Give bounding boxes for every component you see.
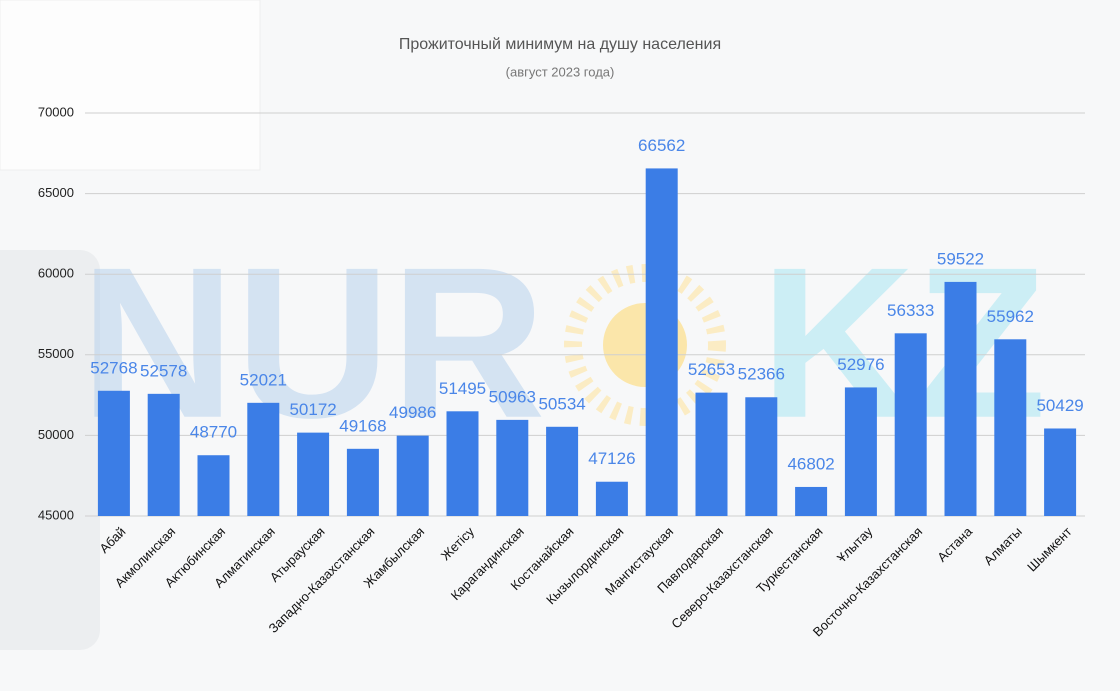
value-label: 52578	[140, 361, 187, 380]
value-label: 52976	[837, 355, 884, 374]
value-label: 52653	[688, 360, 735, 379]
y-tick-label: 55000	[38, 346, 74, 361]
bar	[297, 432, 330, 516]
y-tick-label: 60000	[38, 266, 74, 281]
value-label: 46802	[787, 454, 834, 473]
value-label: 50963	[489, 387, 536, 406]
value-label: 59522	[937, 249, 984, 268]
value-label: 50429	[1036, 396, 1083, 415]
bg-calculator	[0, 250, 100, 650]
bar	[745, 397, 778, 516]
value-label: 48770	[190, 423, 237, 442]
bar	[496, 419, 529, 516]
value-label: 49986	[389, 403, 436, 422]
bar	[1044, 428, 1077, 516]
bar	[197, 455, 230, 516]
bg-notebook	[0, 0, 261, 171]
bar	[346, 448, 379, 516]
value-label: 56333	[887, 301, 934, 320]
value-label: 51495	[439, 379, 486, 398]
value-label: 47126	[588, 449, 635, 468]
bar	[844, 387, 877, 516]
value-label: 52366	[738, 365, 785, 384]
value-label: 52768	[90, 358, 137, 377]
chart-title: Прожиточный минимум на душу населения	[399, 36, 721, 53]
bar	[546, 426, 579, 516]
bar	[396, 435, 429, 516]
value-label: 52021	[240, 370, 287, 389]
y-tick-label: 70000	[38, 104, 74, 119]
value-label: 66562	[638, 136, 685, 155]
value-label: 55962	[987, 307, 1034, 326]
y-tick-label: 50000	[38, 427, 74, 442]
bar	[247, 402, 280, 516]
bar	[147, 393, 180, 516]
value-label: 50534	[538, 394, 585, 413]
bar	[595, 481, 628, 516]
bar	[97, 390, 130, 516]
chart-subtitle: (август 2023 года)	[506, 64, 615, 79]
y-tick-label: 45000	[38, 507, 74, 522]
bar	[994, 339, 1027, 516]
bar	[446, 411, 479, 516]
bar	[944, 281, 977, 516]
bar	[695, 392, 728, 516]
value-label: 49168	[339, 416, 386, 435]
bar	[894, 333, 927, 516]
bar	[645, 168, 678, 516]
value-label: 50172	[289, 400, 336, 419]
bar	[795, 486, 828, 516]
y-tick-label: 65000	[38, 185, 74, 200]
